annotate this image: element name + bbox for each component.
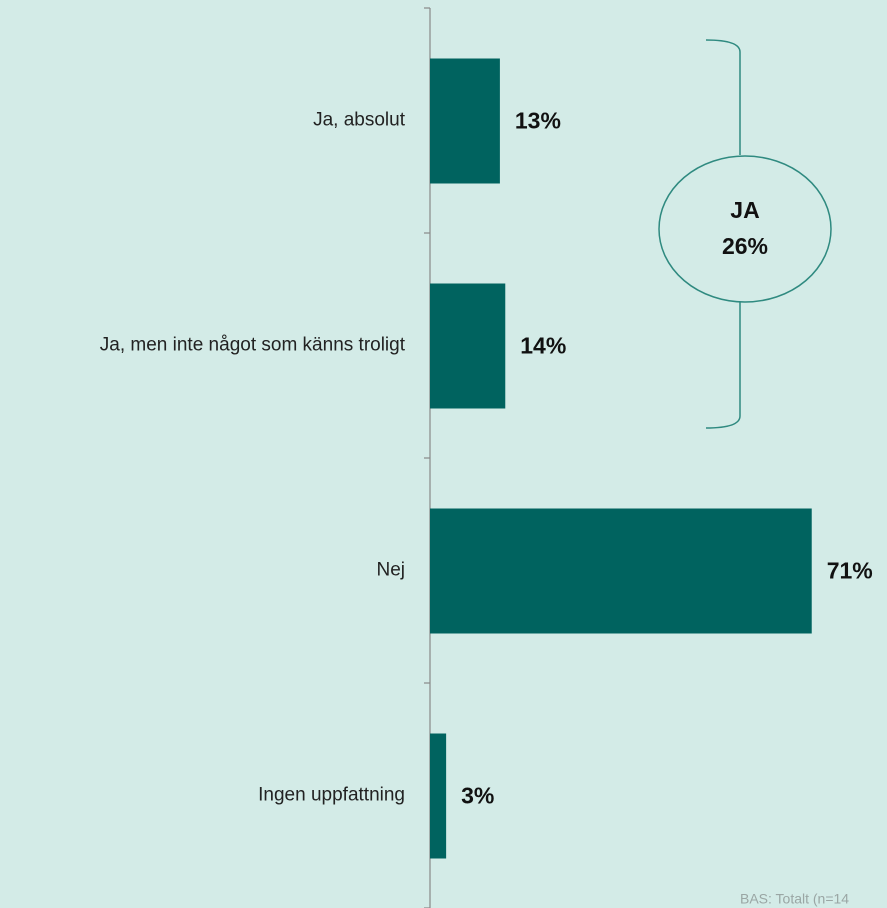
- bracket: [705, 39, 741, 155]
- footnote: BAS: Totalt (n=14: [740, 891, 849, 907]
- category-label: Ingen uppfattning: [258, 785, 405, 806]
- category-label: Ja, absolut: [313, 110, 406, 131]
- data-label: 13%: [515, 108, 561, 134]
- category-label: Ja, men inte något som känns troligt: [100, 335, 406, 356]
- data-label: 3%: [461, 783, 494, 809]
- bar: [430, 508, 812, 634]
- bar: [430, 58, 500, 184]
- annotation-ellipse: [658, 155, 832, 303]
- data-label: 14%: [520, 333, 566, 359]
- category-label: Nej: [376, 560, 405, 581]
- bar: [430, 733, 447, 859]
- annotation-title: JA: [730, 197, 759, 223]
- bar: [430, 283, 506, 409]
- annotation-label: 26%: [722, 233, 768, 259]
- bracket: [705, 302, 741, 429]
- data-label: 71%: [827, 558, 873, 584]
